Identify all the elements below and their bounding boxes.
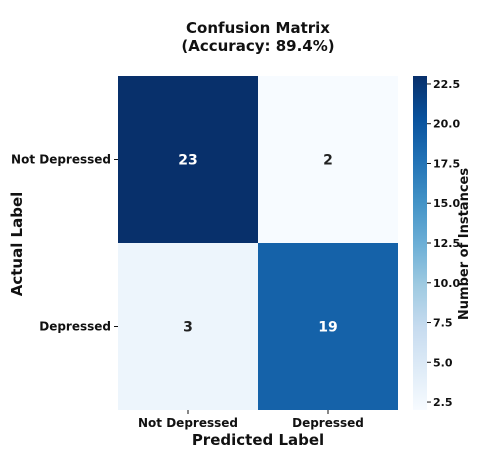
colorbar-tick-label: 15.0 <box>433 197 460 210</box>
heatmap-cell <box>258 76 398 243</box>
x-tick-label: Not Depressed <box>138 416 238 430</box>
colorbar-tick-label: 2.5 <box>433 396 453 409</box>
x-axis-ticks: Not Depressed Depressed <box>138 410 364 430</box>
colorbar-ticks: 2.5 5.0 7.5 10.0 12.5 15.0 17.5 20.0 22.5 <box>427 78 460 409</box>
cell-value-label: 2 <box>323 153 333 169</box>
cell-value-label: 19 <box>318 320 337 336</box>
colorbar-tick-label: 7.5 <box>433 317 453 330</box>
colorbar-tick-label: 10.0 <box>433 277 460 290</box>
x-axis-label: Predicted Label <box>192 431 324 449</box>
colorbar-label: Number of Instances <box>457 168 472 320</box>
heatmap-cell <box>118 243 258 410</box>
colorbar-tick-label: 17.5 <box>433 157 460 170</box>
cell-value-label: 3 <box>183 320 193 336</box>
x-tick-label: Depressed <box>292 416 364 430</box>
y-tick-label: Not Depressed <box>11 153 111 167</box>
colorbar <box>413 76 427 410</box>
colorbar-tick-label: 12.5 <box>433 237 460 250</box>
y-axis-ticks: Not Depressed Depressed <box>11 153 118 334</box>
chart-title-line-2: (Accuracy: 89.4%) <box>181 37 334 55</box>
chart-title-line-1: Confusion Matrix <box>186 19 330 37</box>
y-axis-label: Actual Label <box>8 192 26 297</box>
colorbar-tick-label: 20.0 <box>433 118 460 131</box>
heatmap-cell <box>118 76 258 243</box>
colorbar-tick-label: 22.5 <box>433 78 460 91</box>
colorbar-tick-label: 5.0 <box>433 356 453 369</box>
heatmap-cells: 23 23 19 <box>118 76 398 410</box>
cell-value-label: 23 <box>178 153 197 169</box>
y-tick-label: Depressed <box>39 320 111 334</box>
heatmap-cell <box>258 243 398 410</box>
